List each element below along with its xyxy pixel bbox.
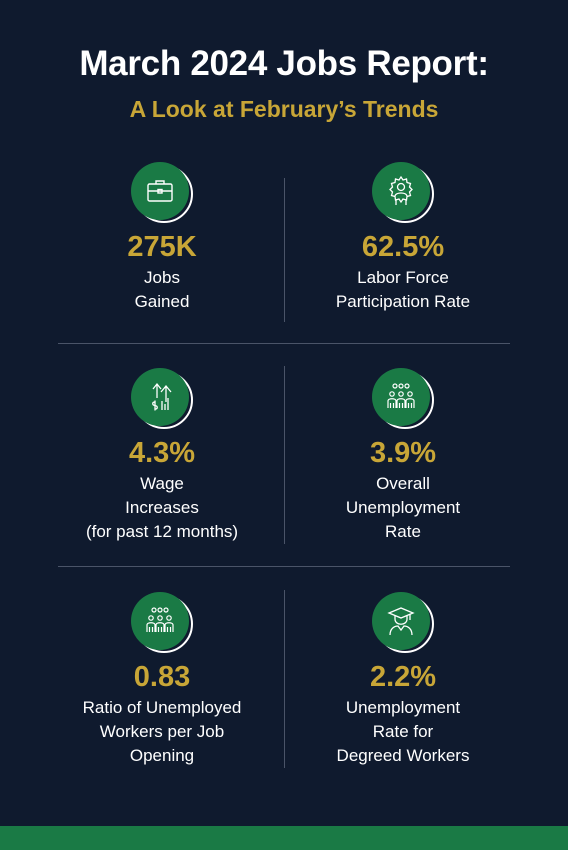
stat-degreed-unemployment: 2.2% Unemployment Rate for Degreed Worke… bbox=[283, 592, 523, 768]
wage-increase-icon bbox=[131, 368, 193, 430]
footer-bar bbox=[0, 826, 568, 850]
graduate-icon bbox=[372, 592, 434, 654]
stat-label: Ratio of Unemployed Workers per Job Open… bbox=[82, 698, 242, 765]
stat-value: 62.5% bbox=[361, 231, 445, 263]
column-divider bbox=[284, 178, 285, 322]
stat-label: Labor Force Participation Rate bbox=[335, 268, 471, 311]
stat-value: 0.83 bbox=[133, 661, 191, 693]
people-group-icon bbox=[131, 592, 193, 654]
page-title: March 2024 Jobs Report: bbox=[79, 44, 489, 83]
stat-value: 4.3% bbox=[128, 437, 196, 469]
page-subtitle: A Look at February’s Trends bbox=[129, 96, 439, 122]
column-divider bbox=[284, 366, 285, 544]
column-divider bbox=[284, 590, 285, 768]
row-divider bbox=[58, 343, 510, 344]
row-divider bbox=[58, 566, 510, 567]
people-group-icon bbox=[372, 368, 434, 430]
stat-unemployed-per-opening: 0.83 Ratio of Unemployed Workers per Job… bbox=[42, 592, 282, 768]
stat-label: Unemployment Rate for Degreed Workers bbox=[336, 698, 470, 765]
stat-label: Wage Increases (for past 12 months) bbox=[85, 474, 239, 541]
stat-jobs-gained: 275K Jobs Gained bbox=[42, 162, 282, 314]
stat-value: 275K bbox=[127, 231, 197, 263]
stat-wage-increases: 4.3% Wage Increases (for past 12 months) bbox=[42, 368, 282, 544]
briefcase-icon bbox=[131, 162, 193, 224]
stat-value: 2.2% bbox=[369, 661, 437, 693]
stat-overall-unemployment: 3.9% Overall Unemployment Rate bbox=[283, 368, 523, 544]
stat-labor-force-participation: 62.5% Labor Force Participation Rate bbox=[283, 162, 523, 314]
gear-person-icon bbox=[372, 162, 434, 224]
stat-label: Overall Unemployment Rate bbox=[345, 474, 461, 541]
stat-label: Jobs Gained bbox=[134, 268, 190, 311]
stat-value: 3.9% bbox=[369, 437, 437, 469]
